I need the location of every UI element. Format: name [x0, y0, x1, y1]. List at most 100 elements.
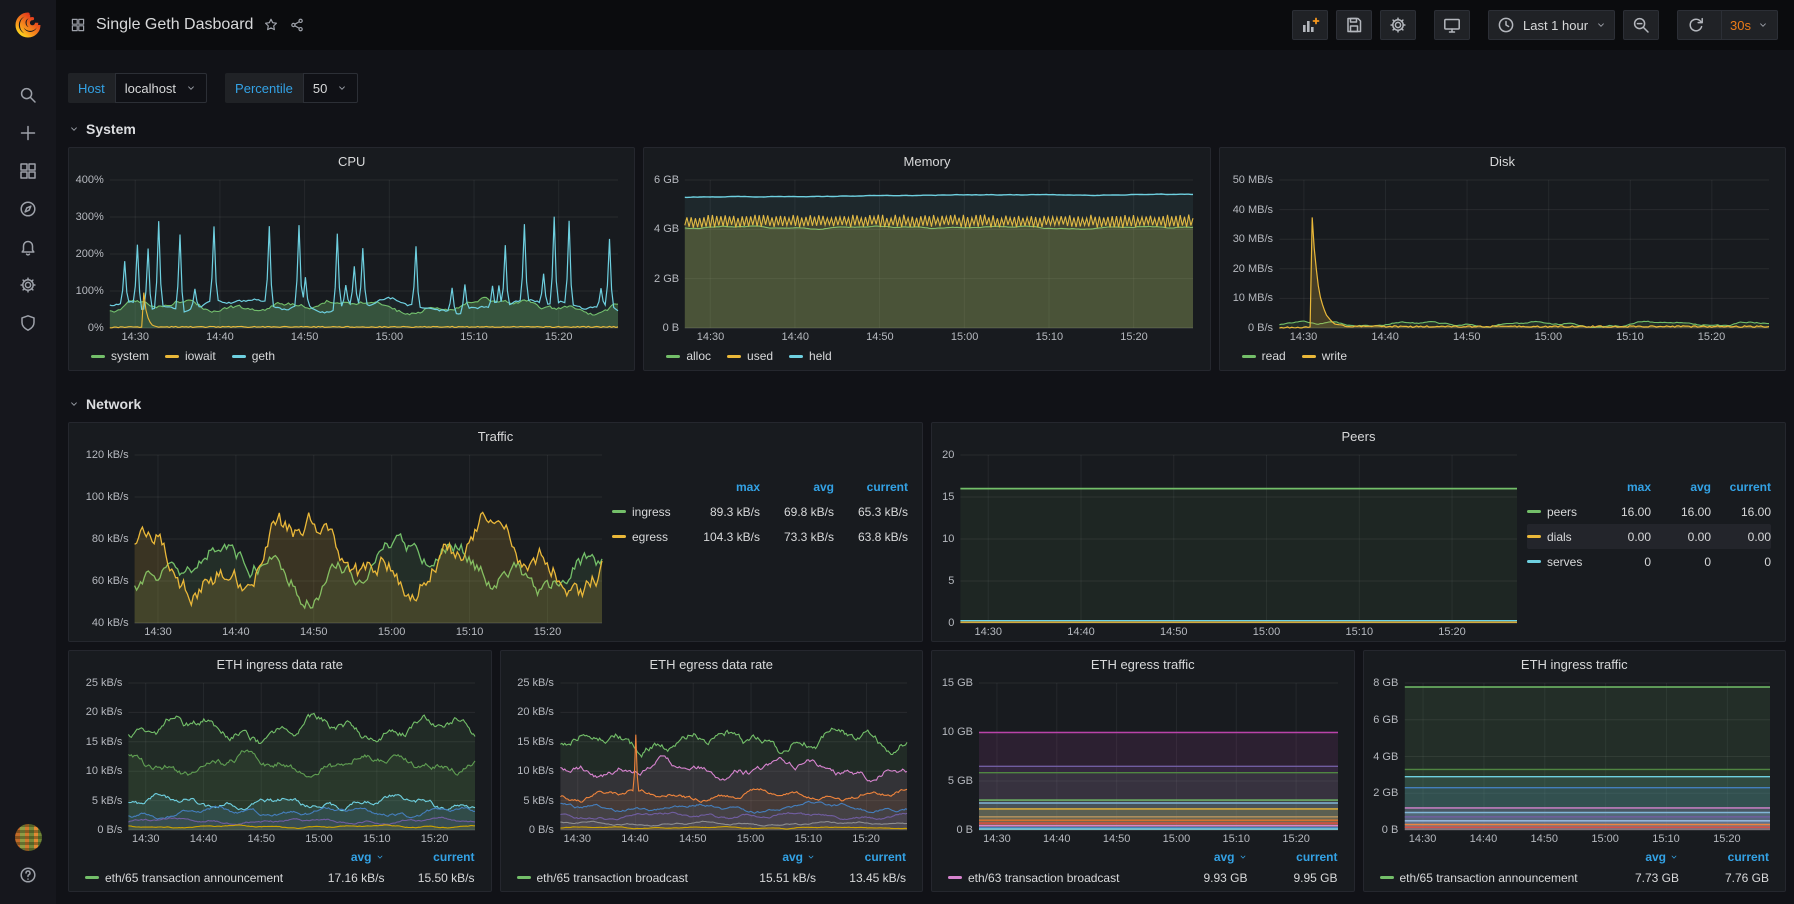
legend-column-avg[interactable]: avg	[720, 850, 816, 864]
legend-column-current[interactable]: current	[1729, 479, 1771, 494]
row-header-network[interactable]: Network	[68, 393, 1786, 415]
legend-column-current[interactable]: current	[1683, 850, 1769, 864]
chart-canvas-disk[interactable]	[1226, 174, 1777, 344]
plot-area[interactable]: 50 MB/s 40 MB/s 30 MB/s 20 MB/s 10 MB/s 0 B/s…	[1226, 174, 1777, 344]
plot-area[interactable]: 6 GB 4 GB 2 GB 0 B 14:30 14:40 14:50 15:00 15:10…	[650, 174, 1201, 344]
legend-label[interactable]: peers	[1547, 504, 1578, 519]
chart-canvas-cpu[interactable]	[75, 174, 626, 344]
legend-label[interactable]: alloc	[686, 349, 712, 363]
legend-label[interactable]: egress	[632, 529, 669, 544]
legend-label[interactable]: serves	[1547, 554, 1583, 569]
refresh-interval-dropdown[interactable]: 30s	[1721, 11, 1777, 39]
dashboard-squares-icon[interactable]	[70, 17, 86, 33]
legend-column-avg[interactable]: avg	[1583, 850, 1679, 864]
variable-value-dropdown[interactable]: 50	[302, 73, 359, 103]
legend-item[interactable]: write	[1301, 349, 1348, 363]
chart-canvas-peers[interactable]	[938, 449, 1525, 639]
panel-title[interactable]: ETH egress data rate	[649, 656, 774, 672]
legend-column-avg[interactable]: avg	[1690, 479, 1711, 494]
panel-title[interactable]: ETH ingress data rate	[216, 656, 343, 672]
panel-title[interactable]: Traffic	[477, 428, 514, 444]
chart-canvas-traffic[interactable]	[75, 449, 610, 639]
legend-label[interactable]: system	[111, 349, 150, 363]
sidebar-item-help[interactable]	[0, 856, 56, 894]
sidebar-item-search[interactable]	[0, 76, 56, 114]
legend-column-max[interactable]: max	[1626, 479, 1651, 494]
legend-column-current[interactable]: current	[1252, 850, 1337, 864]
save-dashboard-button[interactable]	[1335, 10, 1372, 40]
legend-item[interactable]: geth	[231, 349, 276, 363]
legend-table: avg current eth/63 transaction broadcast 9.…	[938, 846, 1346, 889]
variable-value-dropdown[interactable]: localhost	[114, 73, 208, 103]
panel-body: 400% 300% 200% 100% 0% 14:30 14:40 14:50 15:00 15…	[69, 174, 634, 370]
legend-item[interactable]: alloc	[666, 349, 711, 363]
sidebar-item-configuration[interactable]	[0, 266, 56, 304]
legend-item[interactable]: held	[789, 349, 832, 363]
legend-column-avg[interactable]: avg	[813, 479, 834, 494]
row-header-system[interactable]: System	[68, 118, 1786, 140]
legend-column-current[interactable]: current	[820, 850, 906, 864]
legend-column-max[interactable]: max	[735, 479, 760, 494]
legend-column-current[interactable]: current	[389, 850, 474, 864]
panel-title[interactable]: Memory	[903, 153, 951, 169]
legend-column-avg[interactable]: avg	[289, 850, 385, 864]
add-panel-button[interactable]	[1291, 10, 1328, 40]
refresh-button[interactable]	[1678, 11, 1714, 39]
legend-item[interactable]: iowait	[165, 349, 216, 363]
plot-area[interactable]: 25 kB/s 20 kB/s 15 kB/s 10 kB/s 5 kB/s 0 B/s 1…	[507, 677, 915, 846]
grafana-logo[interactable]	[0, 0, 56, 50]
legend: read write	[1226, 344, 1777, 368]
panel-title[interactable]: Peers	[1341, 428, 1376, 444]
legend-item[interactable]: read	[1241, 349, 1286, 363]
chart-canvas-eth-egress-rate[interactable]	[507, 677, 915, 846]
legend-series-marker	[165, 354, 180, 358]
legend-item[interactable]: system	[91, 349, 149, 363]
sidebar-item-explore[interactable]	[0, 190, 56, 228]
sidebar-item-server-admin[interactable]	[0, 304, 56, 342]
legend-label[interactable]: read	[1261, 349, 1286, 363]
legend-value: 63.8 kB/s	[857, 529, 908, 544]
chevron-down-icon	[1595, 19, 1607, 31]
legend-label[interactable]: geth	[251, 349, 276, 363]
plot-area[interactable]: 8 GB 6 GB 4 GB 2 GB 0 B 14:30 14:40 14:50 15:00 1…	[1370, 677, 1778, 846]
legend-label[interactable]: eth/65 transaction announcement	[1399, 870, 1578, 885]
legend-label[interactable]: write	[1321, 349, 1348, 363]
legend-label[interactable]: eth/63 transaction broadcast	[968, 870, 1120, 885]
time-range-button[interactable]: Last 1 hour	[1487, 10, 1616, 40]
plot-area[interactable]: 25 kB/s 20 kB/s 15 kB/s 10 kB/s 5 kB/s 0 B/s 1…	[75, 677, 483, 846]
legend-label[interactable]: ingress	[632, 504, 671, 519]
chart-canvas-eth-egress-traffic[interactable]	[938, 677, 1346, 846]
legend-item[interactable]: used	[727, 349, 773, 363]
dashboard-settings-button[interactable]	[1379, 10, 1416, 40]
legend-label[interactable]: eth/65 transaction broadcast	[536, 870, 688, 885]
zoom-out-button[interactable]	[1623, 10, 1660, 40]
x-axis-tick: 14:30	[696, 331, 725, 343]
legend-label[interactable]: used	[747, 349, 774, 363]
panel-title[interactable]: ETH egress traffic	[1090, 656, 1195, 672]
main-area: Single Geth Dasboard Last 1 hour 30s Host…	[56, 0, 1794, 904]
star-icon[interactable]	[263, 17, 279, 33]
sidebar-item-alerting[interactable]	[0, 228, 56, 266]
sidebar-item-profile[interactable]	[0, 818, 56, 856]
plot-area[interactable]: 15 GB 10 GB 5 GB 0 B 14:30 14:40 14:50 15:00 15:…	[938, 677, 1346, 846]
panel-title[interactable]: CPU	[337, 153, 366, 169]
legend-label[interactable]: eth/65 transaction announcement	[105, 870, 284, 885]
cycle-view-button[interactable]	[1433, 10, 1470, 40]
panel-title[interactable]: Disk	[1489, 153, 1515, 169]
panel-title[interactable]: ETH ingress traffic	[1520, 656, 1628, 672]
legend-column-avg[interactable]: avg	[1152, 850, 1248, 864]
chart-canvas-eth-ingress-rate[interactable]	[75, 677, 483, 846]
sidebar-item-create[interactable]	[0, 114, 56, 152]
legend-label[interactable]: held	[809, 349, 832, 363]
sidebar-item-dashboards[interactable]	[0, 152, 56, 190]
legend-label[interactable]: dials	[1547, 529, 1572, 544]
y-axis-tick: 2 GB	[654, 272, 680, 285]
plot-area[interactable]: 120 kB/s 100 kB/s 80 kB/s 60 kB/s 40 kB/s 14:…	[75, 449, 610, 639]
share-icon[interactable]	[289, 17, 305, 33]
plot-area[interactable]: 20 15 10 5 0 14:30 14:40 14:50 15:00 15:10 15:20	[938, 449, 1525, 639]
chart-canvas-memory[interactable]	[650, 174, 1201, 344]
chart-canvas-eth-ingress-traffic[interactable]	[1370, 677, 1778, 846]
plot-area[interactable]: 400% 300% 200% 100% 0% 14:30 14:40 14:50 15:00 15…	[75, 174, 626, 344]
legend-column-current[interactable]: current	[866, 479, 908, 494]
legend-label[interactable]: iowait	[185, 349, 216, 363]
